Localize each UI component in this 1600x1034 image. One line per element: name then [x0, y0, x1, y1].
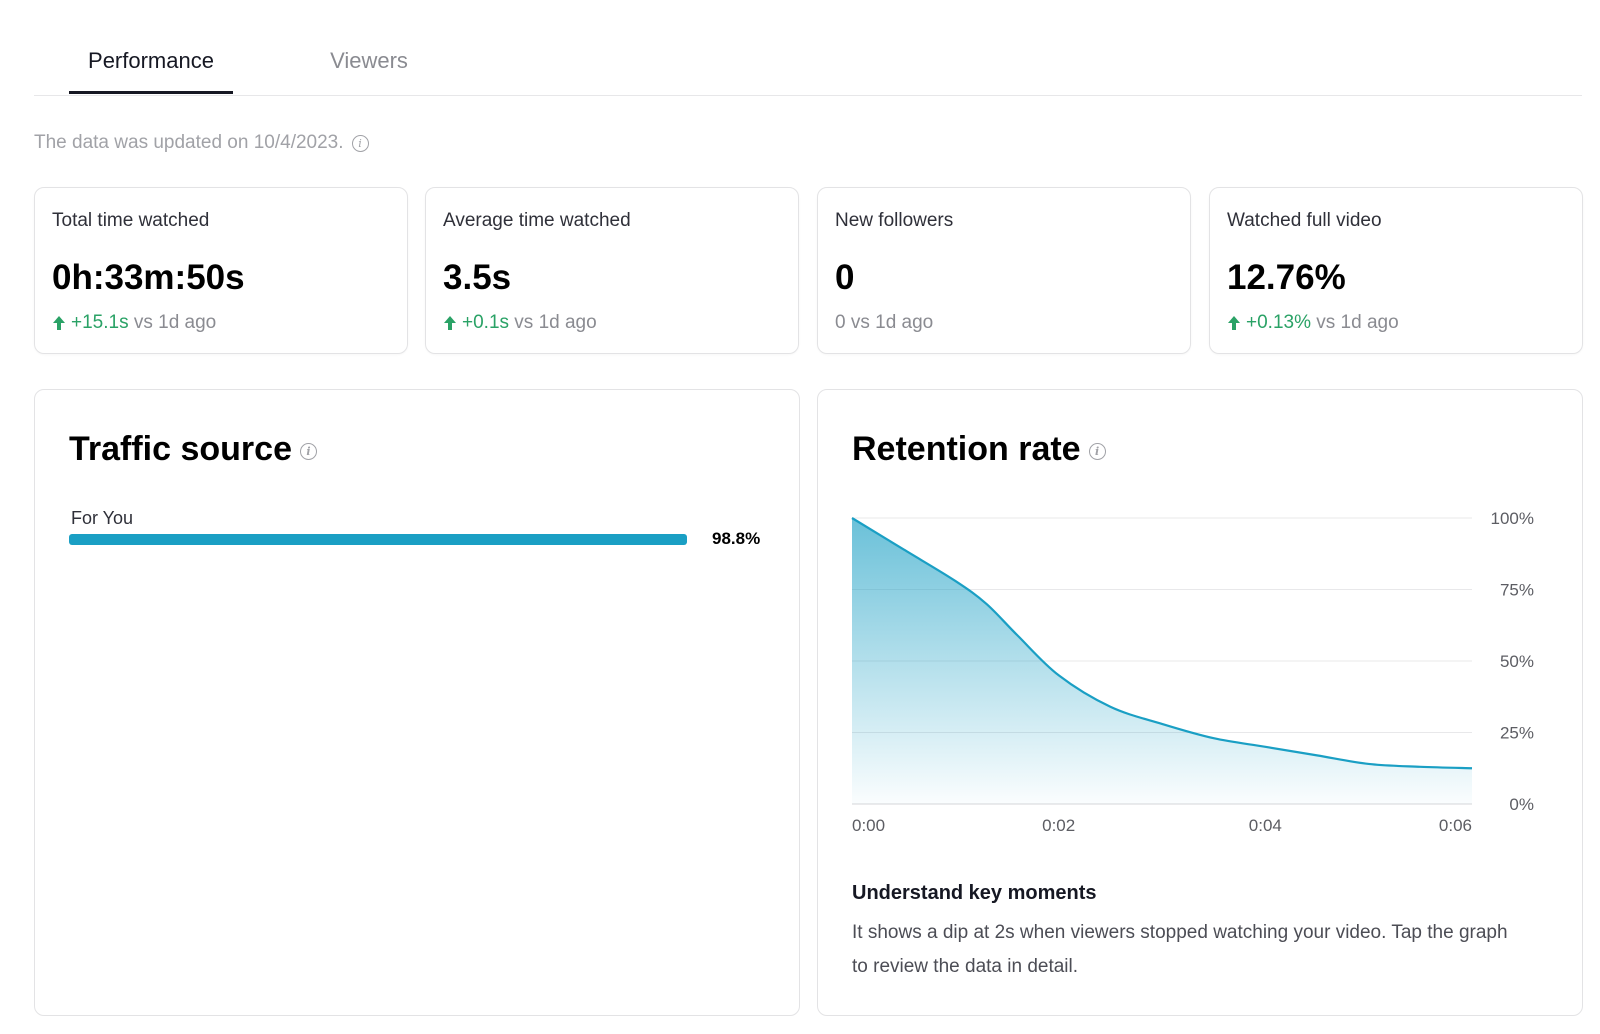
- retention-rate-title: Retention rate i: [852, 430, 1106, 469]
- traffic-source-label: For You: [71, 508, 134, 528]
- arrow-up-icon: [53, 316, 65, 330]
- stat-value: 0: [835, 258, 855, 297]
- retention-point: [983, 601, 989, 607]
- y-tick-label: 0%: [1509, 795, 1534, 814]
- retention-point: [1314, 752, 1320, 758]
- stat-card-new-followers: New followers 0 0 vs 1d ago: [817, 187, 1191, 354]
- key-moments-text: It shows a dip at 2s when viewers stoppe…: [852, 922, 1508, 977]
- retention-point: [952, 578, 958, 584]
- retention-point: [1262, 744, 1268, 750]
- info-icon[interactable]: i: [1088, 443, 1106, 460]
- stat-value: 0h:33m:50s: [52, 258, 245, 297]
- traffic-source-bar: [69, 534, 695, 545]
- retention-area: [852, 518, 1472, 804]
- info-icon[interactable]: i: [351, 134, 369, 152]
- y-tick-label: 100%: [1491, 509, 1534, 528]
- x-tick-label: 0:04: [1249, 816, 1282, 835]
- stat-delta-value: +15.1s: [71, 312, 129, 333]
- retention-rate-panel: Retention rate i 100% 75% 50% 25% 0% 0:00 0:0…: [817, 389, 1583, 1016]
- stat-label: Total time watched: [52, 210, 210, 231]
- key-moments-title: Understand key moments: [852, 882, 1097, 904]
- tab-bar: Performance Viewers: [34, 0, 1582, 96]
- stat-label: Watched full video: [1227, 210, 1382, 231]
- stat-delta-suffix: vs 1d ago: [133, 312, 217, 333]
- retention-point: [1014, 632, 1020, 638]
- stat-card-total-time: Total time watched 0h:33m:50s +15.1s vs …: [34, 187, 408, 354]
- traffic-source-percent: 98.8%: [712, 529, 761, 548]
- info-icon[interactable]: i: [299, 443, 317, 460]
- traffic-source-title-text: Traffic source: [69, 430, 292, 468]
- stat-card-watched-full: Watched full video 12.76% +0.13% vs 1d a…: [1209, 187, 1583, 354]
- retention-point: [1417, 764, 1423, 770]
- retention-point: [1211, 735, 1217, 741]
- retention-point: [1107, 704, 1113, 710]
- y-tick-label: 50%: [1500, 652, 1534, 671]
- retention-point: [1366, 761, 1372, 767]
- stat-card-average-time: Average time watched 3.5s +0.1s vs 1d ag…: [425, 187, 799, 354]
- stat-delta-value: +0.13%: [1246, 312, 1311, 333]
- retention-point: [1056, 672, 1062, 678]
- retention-rate-title-text: Retention rate: [852, 430, 1081, 468]
- arrow-up-icon: [444, 316, 456, 330]
- retention-point: [849, 515, 855, 521]
- stat-delta: +0.13% vs 1d ago: [1227, 312, 1399, 334]
- stat-delta: +15.1s vs 1d ago: [52, 312, 216, 334]
- stat-delta-suffix: vs 1d ago: [1316, 312, 1399, 333]
- data-updated-text: The data was updated on 10/4/2023.: [34, 132, 344, 153]
- x-tick-label: 0:02: [1042, 816, 1075, 835]
- stat-label: New followers: [835, 210, 954, 231]
- retention-point: [1469, 765, 1475, 771]
- y-tick-label: 75%: [1500, 581, 1534, 600]
- stat-value: 12.76%: [1227, 258, 1346, 297]
- stat-delta-value: 0 vs 1d ago: [835, 312, 934, 333]
- x-tick-label: 0:06: [1439, 816, 1472, 835]
- retention-line: [851, 517, 1473, 770]
- x-tick-label: 0:00: [852, 816, 885, 835]
- traffic-source-title: Traffic source i: [69, 430, 317, 469]
- stat-value: 3.5s: [443, 258, 512, 297]
- arrow-up-icon: [1228, 316, 1240, 330]
- retention-point: [901, 546, 907, 552]
- stat-delta: 0 vs 1d ago: [835, 312, 933, 334]
- stat-delta: +0.1s vs 1d ago: [443, 312, 597, 334]
- stat-delta-suffix: vs 1d ago: [514, 312, 597, 333]
- y-tick-label: 25%: [1500, 724, 1534, 743]
- stat-delta-value: +0.1s: [462, 312, 510, 333]
- tab-performance[interactable]: Performance: [69, 48, 233, 94]
- traffic-source-bar-fill: [69, 534, 688, 545]
- retention-chart[interactable]: 100% 75% 50% 25% 0% 0:00 0:02 0:04 0:06: [818, 390, 1584, 860]
- data-updated-notice: The data was updated on 10/4/2023. i: [34, 132, 369, 154]
- tab-viewers[interactable]: Viewers: [330, 48, 408, 73]
- stat-label: Average time watched: [443, 210, 631, 231]
- retention-point: [1159, 721, 1165, 727]
- traffic-source-panel: Traffic source i For You 98.8%: [34, 389, 800, 1016]
